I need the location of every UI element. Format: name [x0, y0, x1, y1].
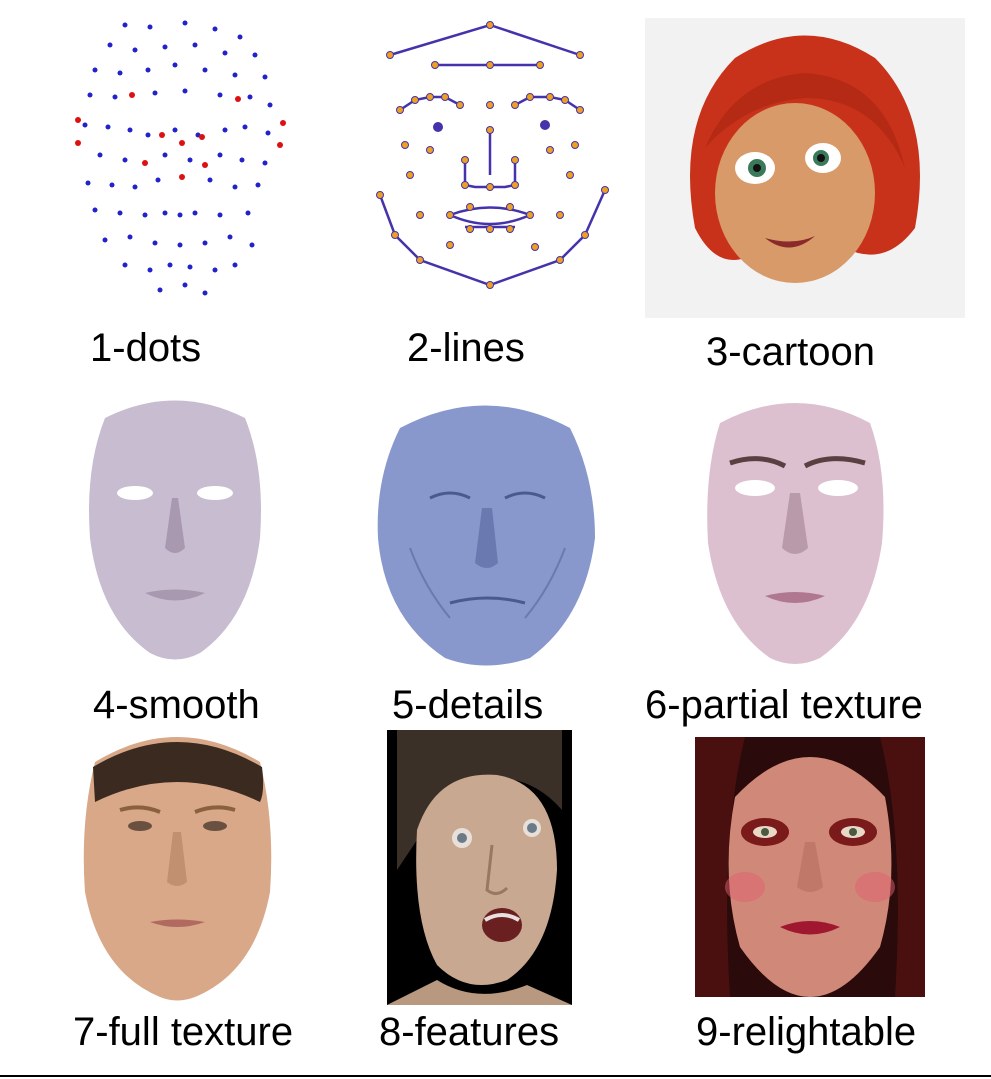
caption-8: 8-features: [379, 1010, 560, 1054]
bottom-rule: [0, 1075, 991, 1077]
caption-1: 1-dots: [90, 326, 202, 370]
caption-9: 9-relightable: [696, 1010, 917, 1054]
caption-7: 7-full texture: [73, 1010, 294, 1054]
caption-3: 3-cartoon: [706, 330, 875, 374]
caption-4: 4-smooth: [93, 683, 260, 727]
caption-5: 5-details: [392, 683, 544, 727]
cartoon-face-image: [645, 18, 965, 318]
features-face-photo: [387, 730, 572, 1005]
caption-6: 6-partial texture: [645, 683, 923, 727]
dots-face-illustration: [75, 20, 286, 296]
partial-texture-face: [707, 403, 884, 664]
caption-2: 2-lines: [407, 326, 525, 370]
smooth-face-mesh: [89, 400, 261, 660]
relightable-face-render: [695, 737, 925, 997]
lines-face-illustration: [376, 21, 609, 289]
detailed-face-mesh: [377, 405, 595, 666]
full-texture-face: [65, 722, 290, 1007]
